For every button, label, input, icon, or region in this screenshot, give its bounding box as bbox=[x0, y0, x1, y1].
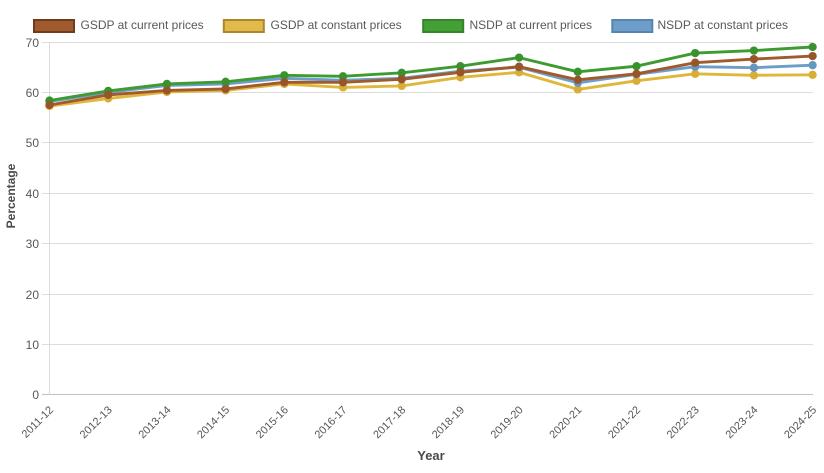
svg-text:2015-16: 2015-16 bbox=[254, 404, 291, 441]
svg-text:0: 0 bbox=[32, 388, 39, 402]
svg-text:Percentage: Percentage bbox=[4, 163, 18, 228]
svg-text:GSDP at current prices: GSDP at current prices bbox=[81, 18, 204, 32]
svg-text:2024-25: 2024-25 bbox=[782, 404, 819, 441]
svg-text:2019-20: 2019-20 bbox=[489, 404, 526, 441]
svg-text:2013-14: 2013-14 bbox=[136, 404, 173, 441]
svg-text:40: 40 bbox=[26, 187, 40, 201]
svg-text:2017-18: 2017-18 bbox=[371, 404, 408, 441]
svg-text:70: 70 bbox=[26, 36, 40, 50]
svg-text:2020-21: 2020-21 bbox=[547, 404, 584, 441]
svg-text:2018-19: 2018-19 bbox=[430, 404, 467, 441]
svg-text:50: 50 bbox=[26, 136, 40, 150]
svg-text:2022-23: 2022-23 bbox=[665, 404, 702, 441]
svg-text:20: 20 bbox=[26, 288, 40, 302]
svg-text:Year: Year bbox=[417, 448, 444, 463]
svg-text:60: 60 bbox=[26, 86, 40, 100]
svg-text:2011-12: 2011-12 bbox=[20, 404, 56, 440]
svg-text:NSDP at current prices: NSDP at current prices bbox=[470, 18, 593, 32]
svg-text:GSDP at constant prices: GSDP at constant prices bbox=[271, 18, 402, 32]
svg-text:2021-22: 2021-22 bbox=[606, 404, 643, 441]
svg-text:2012-13: 2012-13 bbox=[78, 404, 115, 441]
svg-text:2016-17: 2016-17 bbox=[313, 404, 350, 441]
svg-text:30: 30 bbox=[26, 237, 40, 251]
svg-text:2014-15: 2014-15 bbox=[195, 404, 232, 441]
svg-text:10: 10 bbox=[26, 338, 40, 352]
svg-text:NSDP at constant prices: NSDP at constant prices bbox=[658, 18, 789, 32]
svg-text:2023-24: 2023-24 bbox=[723, 404, 760, 441]
